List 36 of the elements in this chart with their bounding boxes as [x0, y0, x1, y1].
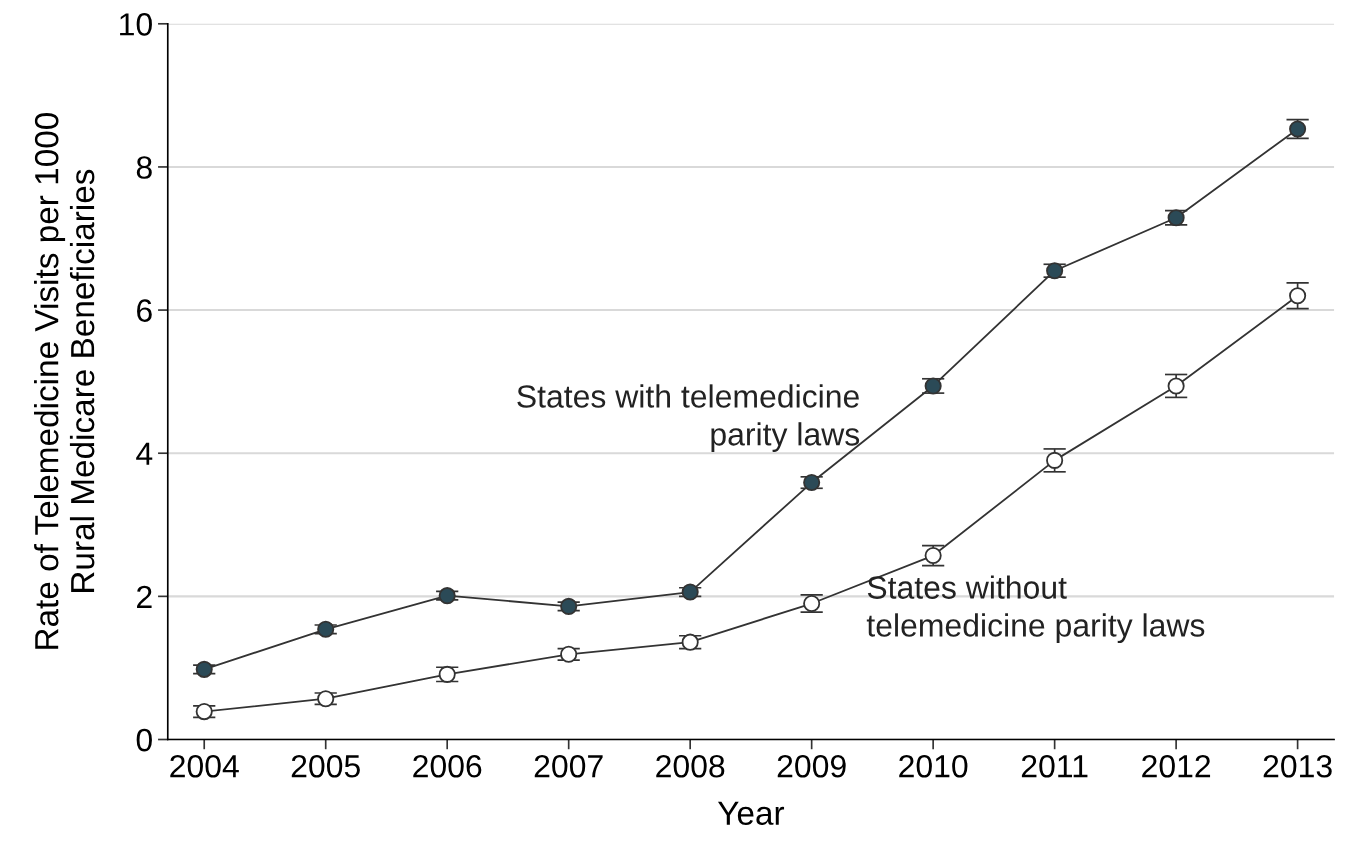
x-tick-label: 2004 [170, 754, 239, 778]
y-tick-label: 8 [136, 156, 152, 179]
y-tick-label: 10 [120, 13, 152, 36]
point [560, 645, 578, 663]
point [681, 583, 699, 601]
point [438, 587, 456, 605]
x-tick-label: 2008 [656, 754, 725, 778]
point [1046, 262, 1064, 280]
point [924, 377, 942, 395]
x-tick-label: 2006 [413, 754, 482, 778]
y-tick-label: 2 [137, 585, 152, 608]
point [317, 690, 335, 708]
y-axis-title: Rate of Telemedicine Visits per 1000 Rural Medicare Beneficiaries [34, 113, 95, 649]
point [560, 597, 578, 615]
point [195, 660, 213, 678]
point [317, 620, 335, 638]
point [438, 665, 456, 683]
x-axis-title: Year [717, 801, 785, 826]
x-tick-label: 2012 [1142, 754, 1211, 778]
y-tick-label: 6 [137, 299, 152, 322]
point [1167, 209, 1185, 227]
series-label: States without telemedicine parity laws [866, 575, 1205, 644]
series-label: States with telemedicine parity laws [517, 384, 860, 452]
y-tick-label: 0 [136, 728, 152, 752]
point [803, 594, 821, 613]
point [681, 633, 699, 651]
x-tick-label: 2011 [1021, 754, 1088, 778]
x-tick-label: 2007 [534, 754, 603, 778]
point [803, 474, 821, 492]
x-tick-label: 2013 [1263, 754, 1332, 778]
point [1289, 287, 1307, 305]
y-tick-label: 4 [136, 442, 153, 465]
point [195, 703, 213, 721]
x-tick-label: 2005 [291, 754, 360, 778]
x-tick-label: 2009 [777, 754, 846, 778]
x-tick-label: 2010 [899, 754, 968, 778]
